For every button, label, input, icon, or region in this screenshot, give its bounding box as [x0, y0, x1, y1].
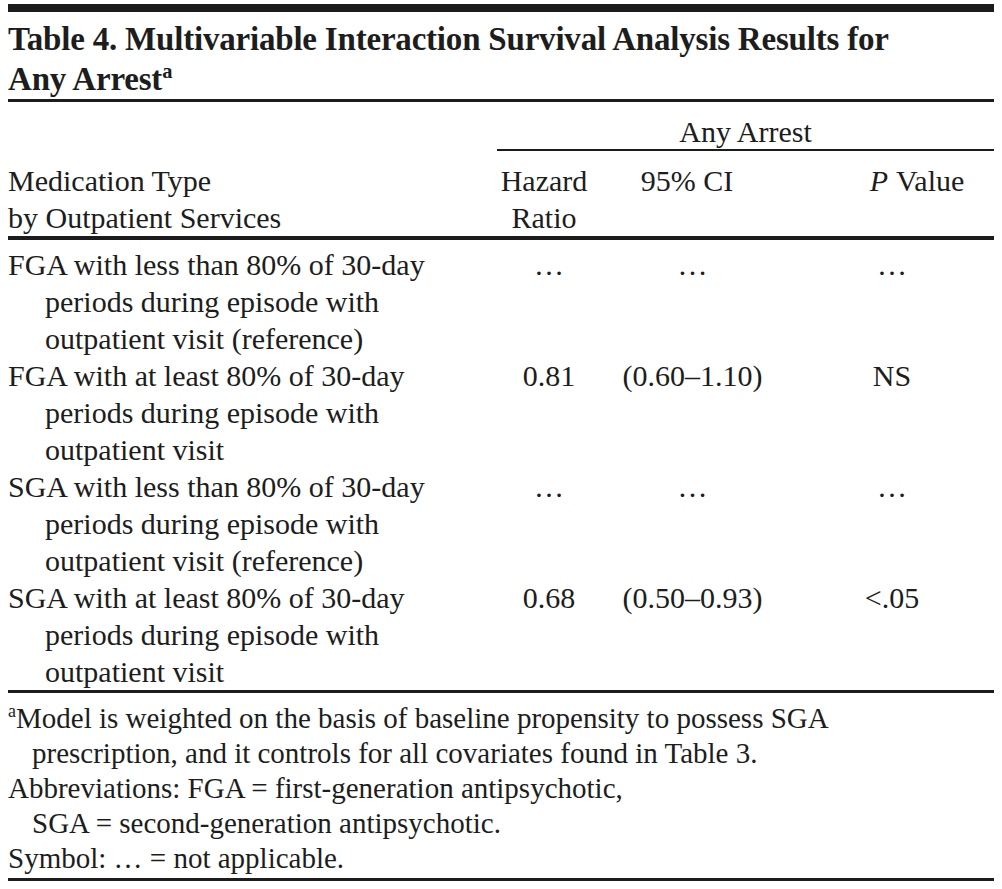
footnote-a-line2: prescription, and it controls for all co… [8, 736, 994, 771]
footnote-a-line1: aModel is weighted on the basis of basel… [8, 701, 994, 736]
footnotes: aModel is weighted on the basis of basel… [8, 693, 994, 876]
table-body: FGA with less than 80% of 30-day periods… [8, 240, 994, 690]
table-row: SGA with at least 80% of 30-day periods … [8, 579, 994, 690]
row-label: SGA with less than 80% of 30-day periods… [8, 468, 497, 579]
table-header: Any Arrest Medication Type by Outpatient… [8, 102, 994, 236]
cell-p-value: <.05 [790, 579, 994, 616]
column-header-p-value: PValue [790, 162, 994, 236]
column-header-medication-type: Medication Type by Outpatient Services [8, 162, 497, 236]
cell-95-ci: … [605, 246, 790, 283]
cell-hazard-ratio: … [497, 468, 605, 505]
cell-p-value: … [790, 468, 994, 505]
table-row: FGA with less than 80% of 30-day periods… [8, 246, 994, 357]
row-label: SGA with at least 80% of 30-day periods … [8, 579, 497, 690]
span-header-any-arrest: Any Arrest [497, 102, 994, 151]
column-header-95-ci: 95% CI [605, 162, 790, 236]
footnote-symbol: Symbol: … = not applicable. [8, 841, 994, 876]
table-title-line1: Table 4. Multivariable Interaction Survi… [8, 19, 994, 59]
table-row: FGA with at least 80% of 30-day periods … [8, 357, 994, 468]
cell-p-value: NS [790, 357, 994, 394]
span-header-row: Any Arrest [8, 102, 994, 151]
column-header-hazard-ratio: Hazard Ratio [497, 162, 605, 236]
cell-hazard-ratio: 0.81 [497, 357, 605, 394]
cell-hazard-ratio: 0.68 [497, 579, 605, 616]
row-label: FGA with at least 80% of 30-day periods … [8, 357, 497, 468]
title-footnote-marker: a [162, 60, 172, 82]
top-divider-bar [8, 4, 994, 12]
footnote-abbreviations-line2: SGA = second-generation antipsychotic. [8, 806, 994, 841]
footnote-abbreviations-line1: Abbreviations: FGA = first-generation an… [8, 771, 994, 806]
footnote-a-marker: a [8, 701, 16, 721]
cell-hazard-ratio: … [497, 246, 605, 283]
journal-table-page: Table 4. Multivariable Interaction Survi… [0, 0, 1002, 889]
column-header-row: Medication Type by Outpatient Services H… [8, 151, 994, 236]
cell-95-ci: (0.50–0.93) [605, 579, 790, 616]
table-title-line2: Any Arresta [8, 59, 994, 99]
bottom-rule [8, 878, 994, 881]
table-title: Table 4. Multivariable Interaction Survi… [8, 19, 994, 99]
row-label: FGA with less than 80% of 30-day periods… [8, 246, 497, 357]
table-row: SGA with less than 80% of 30-day periods… [8, 468, 994, 579]
cell-95-ci: … [605, 468, 790, 505]
span-header-spacer [8, 102, 497, 151]
cell-95-ci: (0.60–1.10) [605, 357, 790, 394]
cell-p-value: … [790, 246, 994, 283]
